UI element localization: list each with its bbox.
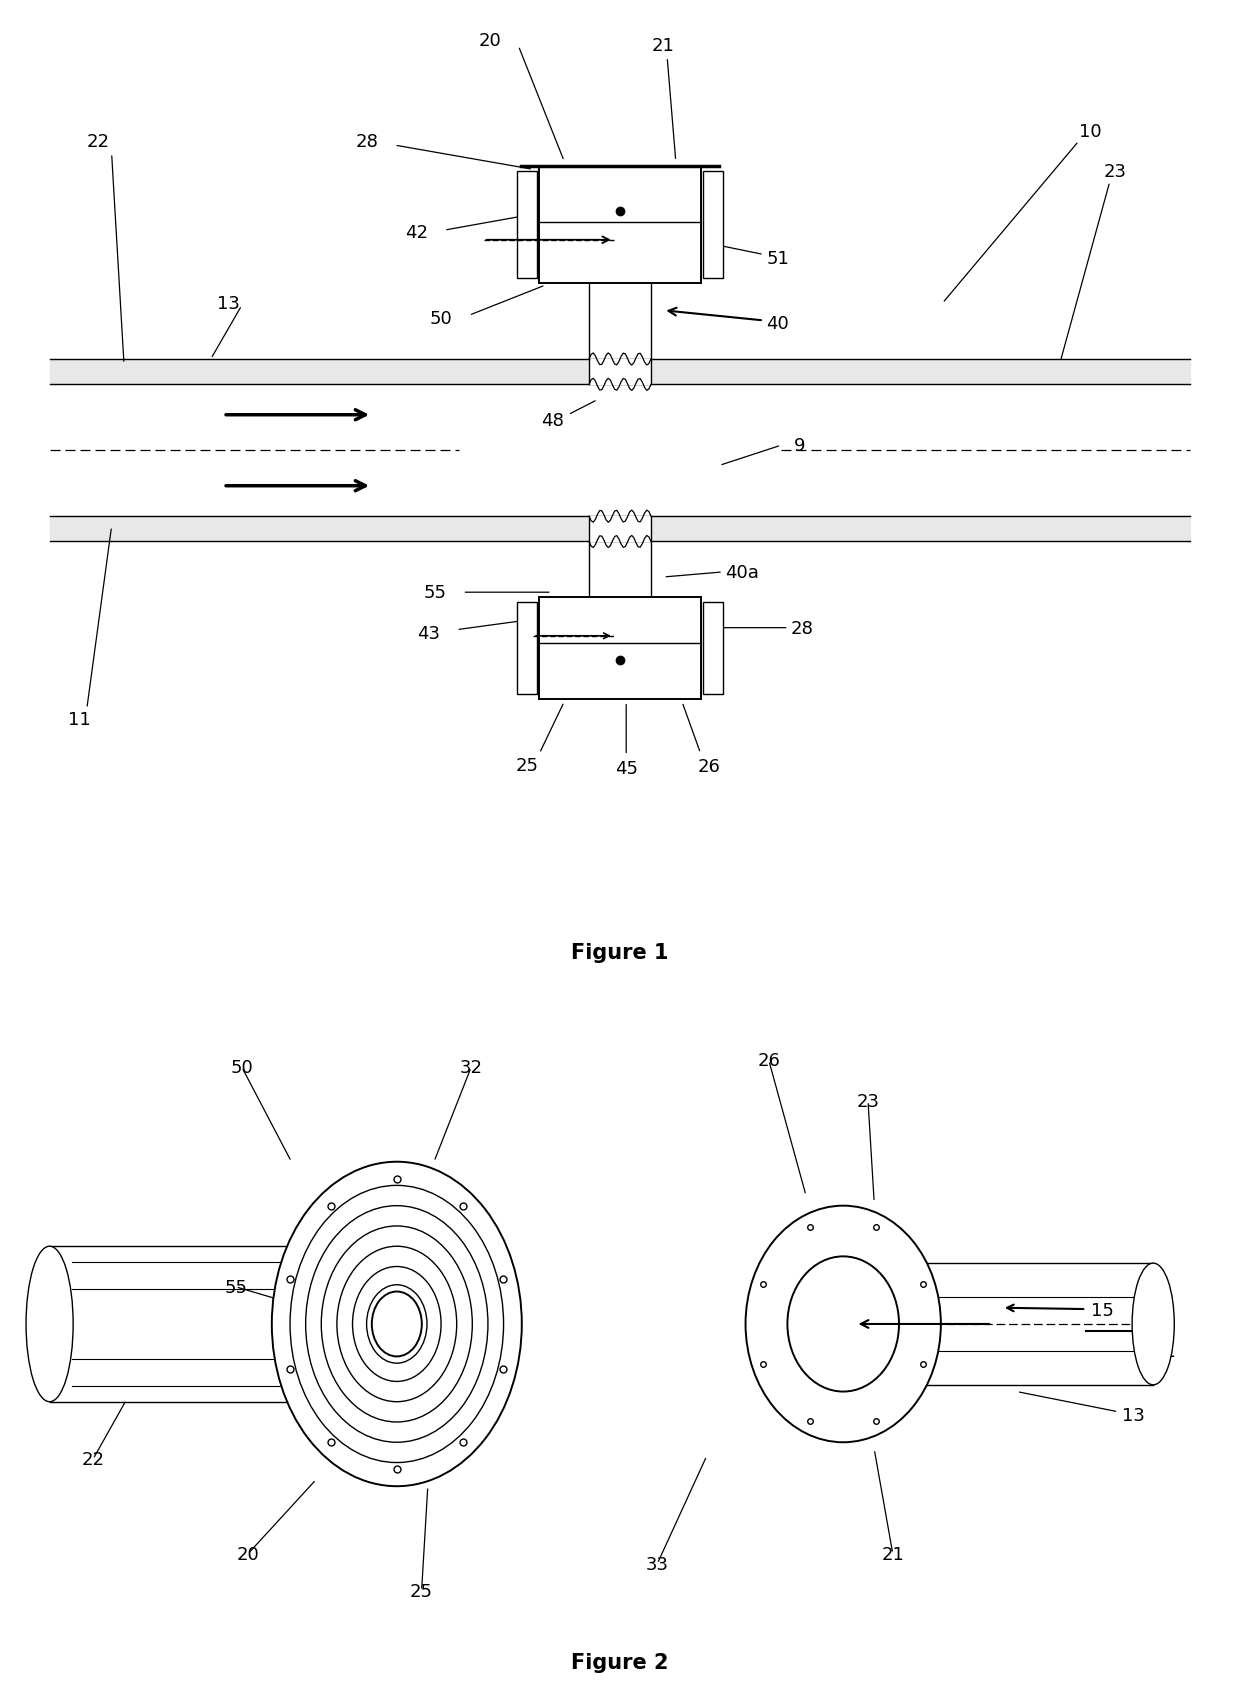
Text: 50: 50 <box>430 311 453 328</box>
Ellipse shape <box>1132 1263 1174 1385</box>
Text: 28: 28 <box>791 620 813 637</box>
Text: 20: 20 <box>479 32 501 49</box>
Text: 26: 26 <box>698 757 720 775</box>
Text: 32: 32 <box>460 1059 482 1076</box>
Text: Figure 1: Figure 1 <box>572 942 668 963</box>
Text: 22: 22 <box>82 1451 104 1468</box>
Text: 51: 51 <box>766 250 789 267</box>
Text: 40a: 40a <box>725 564 759 581</box>
Ellipse shape <box>745 1206 941 1442</box>
Text: 23: 23 <box>857 1093 879 1110</box>
Bar <box>539 598 701 699</box>
Ellipse shape <box>787 1257 899 1392</box>
Text: 21: 21 <box>652 37 675 54</box>
Text: 13: 13 <box>1122 1407 1145 1424</box>
Text: 50: 50 <box>231 1059 253 1076</box>
Text: 28: 28 <box>356 133 378 150</box>
Text: 23: 23 <box>1104 164 1127 181</box>
Text: 25: 25 <box>516 757 538 774</box>
Text: 15: 15 <box>608 598 632 618</box>
Text: 11: 11 <box>1153 1343 1176 1360</box>
Text: 15: 15 <box>1091 1302 1114 1319</box>
Text: 33: 33 <box>646 1556 668 1572</box>
Ellipse shape <box>272 1162 522 1486</box>
Bar <box>703 603 723 694</box>
Bar <box>517 172 537 279</box>
Ellipse shape <box>26 1246 73 1402</box>
Text: 48: 48 <box>542 412 564 429</box>
Bar <box>539 167 701 284</box>
Text: 10: 10 <box>1079 123 1101 140</box>
Text: 21: 21 <box>882 1545 904 1562</box>
Text: 55: 55 <box>423 584 446 601</box>
Text: Figure 2: Figure 2 <box>572 1652 668 1672</box>
Text: 40: 40 <box>766 316 789 333</box>
Text: 13: 13 <box>217 296 239 312</box>
Text: 42: 42 <box>404 225 428 242</box>
Text: 45: 45 <box>615 758 637 777</box>
Ellipse shape <box>372 1292 422 1356</box>
Text: 55: 55 <box>224 1279 247 1295</box>
Text: 25: 25 <box>410 1583 433 1599</box>
Text: 26: 26 <box>758 1052 780 1069</box>
Bar <box>517 603 537 694</box>
Text: 9: 9 <box>794 437 805 454</box>
Bar <box>703 172 723 279</box>
Text: 22: 22 <box>87 133 110 150</box>
Text: 20: 20 <box>237 1545 259 1562</box>
Text: 11: 11 <box>68 711 91 728</box>
Text: 43: 43 <box>417 625 440 642</box>
